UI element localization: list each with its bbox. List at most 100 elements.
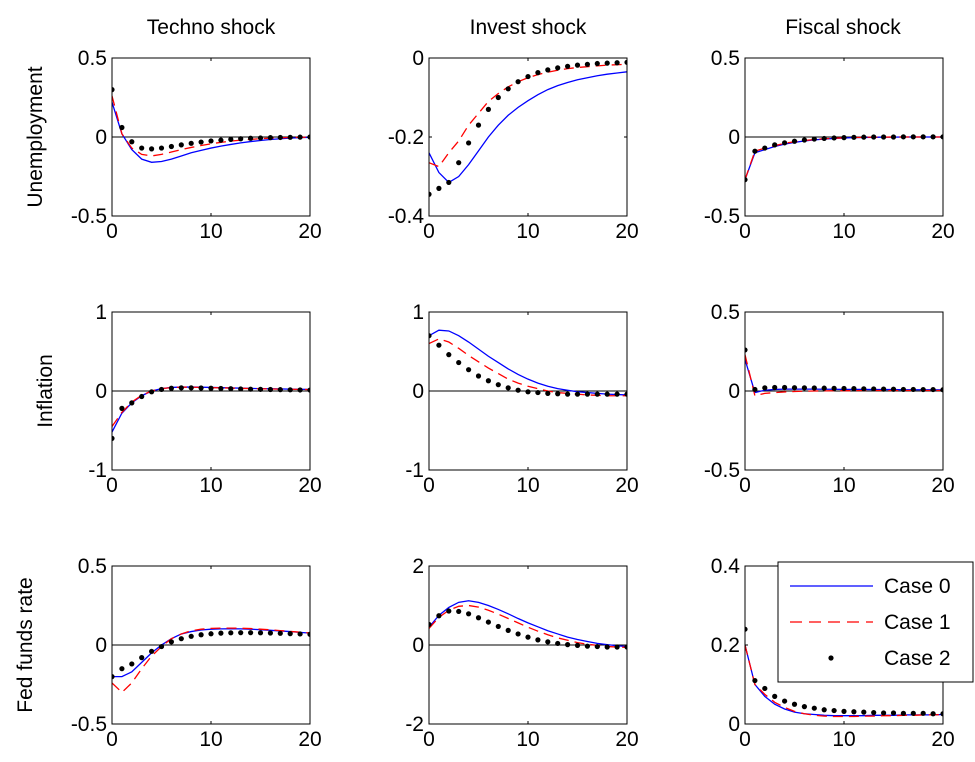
series-point-case2 [851, 709, 857, 715]
series-point-case2 [178, 636, 184, 642]
row-label-unemployment: Unemployment [24, 66, 47, 207]
series-point-case2 [485, 106, 491, 112]
series-line-case1 [429, 604, 627, 649]
x-tick-label: 10 [199, 728, 222, 751]
series-point-case2 [198, 139, 204, 145]
series-point-case2 [525, 634, 531, 640]
series-point-case2 [505, 385, 511, 391]
series-point-case2 [881, 386, 887, 392]
series-point-case2 [782, 384, 788, 391]
axes-box [428, 57, 628, 217]
x-tick-label: 0 [739, 728, 751, 751]
series-point-case2 [475, 615, 482, 621]
series-point-case2 [801, 385, 808, 391]
panels: 0 10 20-0.500.50 10 20-0.4-0.200 10 20-0.500.5… [71, 47, 955, 751]
series-point-case2 [446, 608, 452, 614]
series-point-case2 [112, 435, 115, 441]
panel-r0-c2: 0 10 20-0.500.5 [704, 47, 955, 243]
series-point-case2 [624, 644, 627, 650]
series-point-case2 [604, 391, 610, 397]
series-point-case2 [208, 385, 214, 391]
series-point-case2 [871, 134, 877, 140]
series-point-case2 [525, 389, 531, 395]
x-tick-label: 10 [516, 474, 539, 497]
y-tick-label: -1 [88, 459, 107, 482]
series-point-case2 [801, 137, 808, 143]
series-point-case2 [267, 386, 273, 393]
series-point-case2 [139, 655, 145, 661]
y-tick-label: 0.5 [78, 555, 107, 578]
panel-r0-c0: 0 10 20-0.500.5 [71, 47, 322, 243]
series-point-case2 [614, 60, 620, 66]
x-tick-label: 10 [516, 728, 539, 751]
series-point-case2 [841, 708, 847, 714]
series-point-case2 [228, 386, 234, 392]
series-point-case2 [505, 86, 511, 92]
series-point-case2 [257, 630, 264, 636]
plot-area [745, 347, 943, 397]
y-tick-label: -0.5 [71, 205, 107, 228]
x-tick-label: 0 [423, 474, 435, 497]
series-point-case2 [485, 378, 491, 384]
series-point-case2 [505, 627, 511, 633]
panel-r1-c1: 0 10 20-101 [405, 301, 638, 497]
y-tick-label: 0.4 [711, 555, 741, 578]
series-point-case2 [821, 135, 827, 142]
series-point-case2 [745, 626, 748, 632]
panel-r2-c1: 0 10 20-202 [405, 555, 638, 751]
y-tick-label: 0.5 [711, 47, 740, 70]
series-point-case2 [861, 386, 867, 392]
series-point-case2 [594, 643, 600, 650]
series-line-case1 [429, 338, 627, 397]
series-point-case2 [910, 386, 916, 393]
y-tick-label: 0 [412, 380, 424, 403]
x-tick-label: 0 [423, 220, 435, 243]
series-point-case2 [267, 630, 273, 636]
x-tick-label: 20 [298, 728, 321, 751]
series-point-case2 [752, 386, 758, 393]
panel-r1-c2: 0 10 20-0.500.5 [704, 301, 955, 497]
x-tick-label: 20 [615, 728, 638, 751]
y-tick-label: -0.2 [388, 126, 424, 149]
series-point-case2 [267, 135, 273, 141]
y-tick-label: 0 [95, 126, 107, 149]
series-point-case2 [297, 631, 303, 637]
series-point-case2 [277, 387, 283, 393]
series-point-case2 [446, 352, 452, 358]
series-point-case2 [791, 701, 798, 707]
y-tick-label: 0 [412, 47, 424, 70]
series-line-case1 [429, 63, 627, 168]
series-point-case2 [218, 385, 224, 392]
series-point-case2 [297, 387, 303, 393]
series-point-case2 [565, 642, 571, 648]
x-tick-label: 0 [739, 220, 751, 243]
plot-area [112, 87, 310, 163]
series-point-case2 [119, 405, 125, 411]
series-line-case1 [112, 386, 310, 427]
x-tick-label: 0 [106, 728, 118, 751]
series-point-case2 [112, 87, 115, 93]
series-point-case2 [890, 134, 897, 140]
series-point-case2 [900, 134, 907, 140]
series-point-case2 [297, 134, 303, 140]
series-point-case2 [565, 391, 571, 397]
series-point-case2 [228, 630, 234, 636]
plot-area [745, 134, 943, 183]
y-tick-label: 1 [95, 301, 107, 324]
plot-area [112, 385, 310, 441]
series-point-case2 [456, 359, 462, 366]
series-point-case2 [920, 710, 926, 716]
series-point-case2 [475, 373, 482, 379]
series-point-case2 [188, 633, 194, 639]
series-point-case2 [900, 710, 907, 716]
y-tick-label: 0 [95, 380, 107, 403]
legend-item-case0: Case 0 [790, 575, 951, 598]
series-point-case2 [238, 136, 244, 142]
row-label-fed-funds-rate: Fed funds rate [14, 577, 37, 712]
series-point-case2 [515, 79, 521, 85]
series-point-case2 [614, 391, 620, 397]
series-point-case2 [168, 143, 174, 150]
x-tick-label: 20 [298, 474, 321, 497]
row-labels: Unemployment Inflation Fed funds rate [14, 66, 57, 712]
series-point-case2 [745, 347, 748, 353]
